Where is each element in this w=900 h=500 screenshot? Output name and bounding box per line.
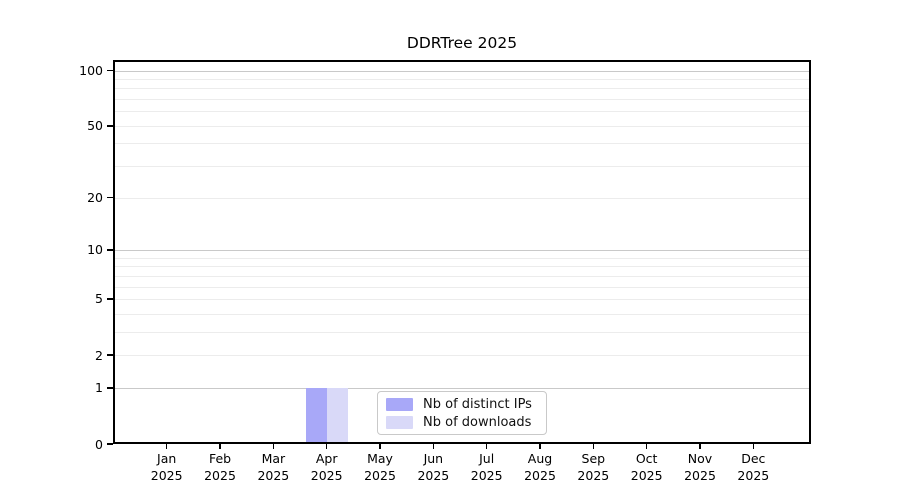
x-tick-label: Feb 2025 <box>180 451 260 484</box>
gridline-major <box>113 249 811 251</box>
x-tick-month: Feb <box>208 451 232 466</box>
y-axis-line <box>113 60 115 444</box>
x-tick-label: Apr 2025 <box>287 451 367 484</box>
gridline-minor <box>113 111 811 113</box>
x-tick-month: Aug <box>527 451 553 466</box>
x-axis-line <box>113 442 811 444</box>
x-tick-year: 2025 <box>204 467 236 483</box>
legend: Nb of distinct IPs Nb of downloads <box>377 391 547 435</box>
gridline-minor <box>113 313 811 315</box>
gridline-minor <box>113 275 811 277</box>
x-tick-label: Jan 2025 <box>127 451 207 484</box>
x-tick <box>752 444 755 449</box>
legend-item-downloads: Nb of downloads <box>386 415 538 430</box>
y-tick-label: 1 <box>95 380 103 396</box>
x-tick-label: Sep 2025 <box>553 451 633 484</box>
x-tick <box>699 444 701 449</box>
plot-spine-right <box>809 60 811 444</box>
gridline-minor <box>113 298 811 300</box>
gridline-minor <box>113 197 811 199</box>
gridline-minor <box>113 125 811 127</box>
x-tick-label: Jul 2025 <box>447 451 527 484</box>
gridline-minor <box>113 99 811 101</box>
y-tick <box>107 443 113 445</box>
x-tick-label: Aug 2025 <box>500 451 580 484</box>
y-tick <box>107 125 113 127</box>
y-tick-label: 50 <box>87 118 103 134</box>
x-tick-month: Dec <box>741 451 766 466</box>
y-tick <box>107 298 113 300</box>
legend-item-distinct-ips: Nb of distinct IPs <box>386 397 538 412</box>
x-tick-year: 2025 <box>684 467 716 483</box>
x-tick-year: 2025 <box>417 467 450 483</box>
x-tick-month: Jan <box>157 451 177 466</box>
bar-distinct-ips <box>305 387 327 444</box>
legend-swatch-distinct-ips <box>386 397 413 411</box>
gridline-minor <box>113 78 811 80</box>
y-tick-label: 2 <box>95 347 103 363</box>
legend-swatch-downloads <box>386 415 413 429</box>
y-tick-label: 100 <box>79 63 103 78</box>
y-tick <box>107 196 113 199</box>
x-tick <box>539 444 541 449</box>
gridline-major <box>113 387 811 389</box>
x-tick-year: 2025 <box>737 467 770 483</box>
x-tick-label: Jun 2025 <box>393 451 473 484</box>
x-tick-month: Nov <box>687 451 713 466</box>
plot-area: Nb of distinct IPs Nb of downloads 0 1 2 5 1… <box>79 60 811 483</box>
gridline-minor <box>113 166 811 168</box>
x-tick-month: Sep <box>581 451 606 466</box>
gridline-minor <box>113 355 811 357</box>
x-tick-year: 2025 <box>630 467 663 483</box>
y-tick-label: 20 <box>87 190 103 206</box>
y-tick <box>107 354 113 356</box>
x-tick <box>219 444 221 449</box>
x-tick-month: Apr <box>315 451 338 466</box>
gridline-major <box>113 70 811 72</box>
x-tick <box>165 444 168 449</box>
y-tick <box>107 69 113 72</box>
x-tick <box>272 444 275 449</box>
x-tick-label: Mar 2025 <box>233 451 313 484</box>
y-tick <box>107 387 113 389</box>
y-tick-label: 5 <box>95 291 103 307</box>
x-tick-year: 2025 <box>364 467 396 483</box>
chart-title: DDRTree 2025 <box>406 34 518 52</box>
x-tick-label: Dec 2025 <box>713 451 793 484</box>
x-tick-month: Mar <box>261 451 286 466</box>
x-tick-year: 2025 <box>577 467 610 483</box>
gridline-minor <box>113 88 811 90</box>
gridline-minor <box>113 257 811 259</box>
x-tick-year: 2025 <box>150 467 183 483</box>
x-tick-month: Jun <box>423 451 444 466</box>
x-tick-label: Nov 2025 <box>660 451 740 484</box>
x-tick-month: Jul <box>479 451 495 466</box>
gridline-minor <box>113 143 811 145</box>
gridline-minor <box>113 331 811 333</box>
bar-downloads <box>326 387 348 444</box>
x-tick-label: May 2025 <box>340 451 420 484</box>
gridline-minor <box>113 266 811 268</box>
y-tick <box>107 249 113 251</box>
x-tick-month: May <box>367 451 393 466</box>
x-tick <box>485 444 488 449</box>
plot-spine-top <box>113 60 811 62</box>
legend-label-distinct-ips: Nb of distinct IPs <box>423 396 532 412</box>
x-tick <box>592 444 595 449</box>
x-tick-year: 2025 <box>257 467 290 483</box>
x-tick-year: 2025 <box>470 467 503 483</box>
x-tick <box>325 444 328 449</box>
legend-label-downloads: Nb of downloads <box>423 414 532 430</box>
x-tick <box>379 444 381 449</box>
x-tick-label: Oct 2025 <box>607 451 687 484</box>
x-tick-year: 2025 <box>524 467 556 483</box>
x-tick-year: 2025 <box>310 467 343 483</box>
gridline-minor <box>113 286 811 288</box>
y-tick-label: 10 <box>87 242 103 258</box>
x-tick-month: Oct <box>635 451 658 466</box>
x-tick <box>432 444 435 449</box>
y-tick-label: 0 <box>95 436 103 452</box>
x-tick <box>645 444 648 449</box>
